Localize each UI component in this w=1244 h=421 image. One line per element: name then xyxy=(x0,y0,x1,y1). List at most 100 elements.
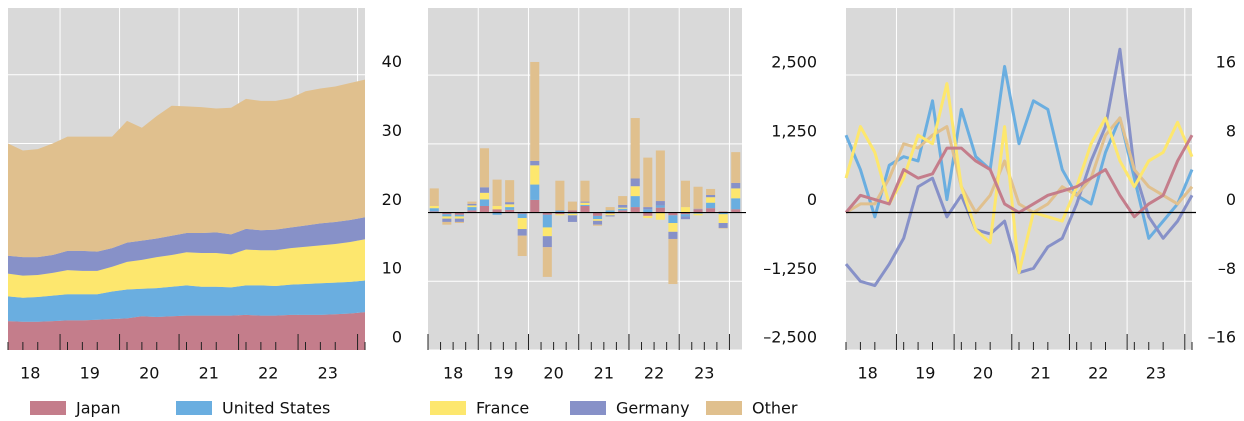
bar-segment xyxy=(643,215,653,219)
bar-segment xyxy=(442,218,452,222)
bar-segment xyxy=(530,61,540,161)
bar-segment xyxy=(668,223,678,232)
y-tick-label: –8 xyxy=(1218,259,1236,278)
bar-segment xyxy=(693,208,703,210)
bar-segment xyxy=(442,216,452,219)
y-tick-label: 0 xyxy=(392,328,402,347)
bar-segment xyxy=(567,213,577,216)
bar-segment xyxy=(517,213,527,219)
x-tick-label: 21 xyxy=(1030,364,1050,383)
x-tick-label: 22 xyxy=(258,364,278,383)
bar-segment xyxy=(542,212,552,215)
bar-segment xyxy=(655,205,665,208)
bar-segment xyxy=(555,214,565,216)
bar-segment xyxy=(706,194,716,198)
bar-segment xyxy=(467,203,477,206)
bar-segment xyxy=(467,207,477,211)
bar-segment xyxy=(718,227,728,229)
x-tick-label: 18 xyxy=(443,364,463,383)
bar-segment xyxy=(680,216,691,220)
bar-segment xyxy=(655,207,665,213)
x-tick-label: 20 xyxy=(973,364,993,383)
y-tick-label: 1,250 xyxy=(771,121,817,140)
x-tick-label: 21 xyxy=(594,364,614,383)
y-tick-label: –1,250 xyxy=(763,259,817,278)
y-tick-label: 30 xyxy=(382,121,402,140)
area xyxy=(8,239,365,298)
bar-segment xyxy=(530,184,540,200)
x-tick-label: 18 xyxy=(857,364,877,383)
bar-segment xyxy=(454,212,464,215)
bar-segment xyxy=(593,219,603,221)
x-tick-label: 22 xyxy=(644,364,664,383)
bar-segment xyxy=(655,150,665,202)
bar-segment xyxy=(479,148,490,188)
bar-segment xyxy=(567,201,577,211)
bar-segment xyxy=(706,197,716,203)
bar-segment xyxy=(668,212,678,216)
bar-segment xyxy=(593,224,603,226)
bar-segment xyxy=(555,210,565,211)
bar-segment xyxy=(605,207,615,211)
legend-label: Germany xyxy=(616,399,690,418)
bar-segment xyxy=(630,207,640,213)
area xyxy=(8,280,365,322)
bar-segment xyxy=(680,212,691,215)
bar-segment xyxy=(492,179,502,206)
bar-segment xyxy=(580,204,590,206)
bar-segment xyxy=(429,188,439,206)
bar-segment xyxy=(605,213,615,216)
legend-label: United States xyxy=(222,399,330,418)
y-tick-label: 40 xyxy=(382,52,402,71)
bar-segment xyxy=(479,187,490,193)
bar-segment xyxy=(630,186,640,197)
bar-segment xyxy=(693,213,703,216)
y-tick-label: 0 xyxy=(807,190,817,209)
bar-segment xyxy=(479,205,490,213)
bar-segment xyxy=(442,212,452,215)
bar-segment xyxy=(718,214,728,224)
bar-segment xyxy=(467,210,477,213)
bar-segment xyxy=(731,182,741,189)
line xyxy=(844,82,1194,275)
bar-segment xyxy=(555,212,565,215)
bar-segment xyxy=(505,209,515,213)
bar-segment xyxy=(442,214,452,217)
line xyxy=(845,116,1194,215)
y-tick-label: 0 xyxy=(1226,190,1236,209)
bar-segment xyxy=(492,205,502,210)
bar-segment xyxy=(542,227,552,237)
bar-segment xyxy=(467,201,477,204)
bar-segment xyxy=(618,204,628,208)
bar-segment xyxy=(454,218,464,222)
bar-segment xyxy=(630,178,640,187)
bar-segment xyxy=(630,196,640,208)
bar-segment xyxy=(718,212,728,215)
bar-segment xyxy=(668,215,678,224)
bar-segment xyxy=(542,247,552,277)
bar-segment xyxy=(618,196,628,205)
bar-segment xyxy=(643,157,653,208)
bar-segment xyxy=(505,202,515,205)
bar-segment xyxy=(492,212,502,215)
bar-segment xyxy=(454,216,464,219)
y-tick-label: 20 xyxy=(382,190,402,209)
bar-segment xyxy=(479,199,490,206)
bar-segment xyxy=(731,209,741,213)
bar-segment xyxy=(643,209,653,213)
bar-segment xyxy=(530,165,540,185)
bar-segment xyxy=(505,207,515,210)
plot-background xyxy=(428,8,742,350)
bar-segment xyxy=(593,215,603,220)
y-tick-label: 10 xyxy=(382,259,402,278)
x-tick-label: 18 xyxy=(20,364,40,383)
bar-segment xyxy=(680,207,691,213)
bar-segment xyxy=(567,210,577,213)
bar-segment xyxy=(718,223,728,228)
area xyxy=(8,217,365,276)
legend-swatch xyxy=(30,401,66,415)
legend-label: Other xyxy=(752,399,798,418)
bar-segment xyxy=(580,205,590,213)
bar-segment xyxy=(680,214,691,217)
